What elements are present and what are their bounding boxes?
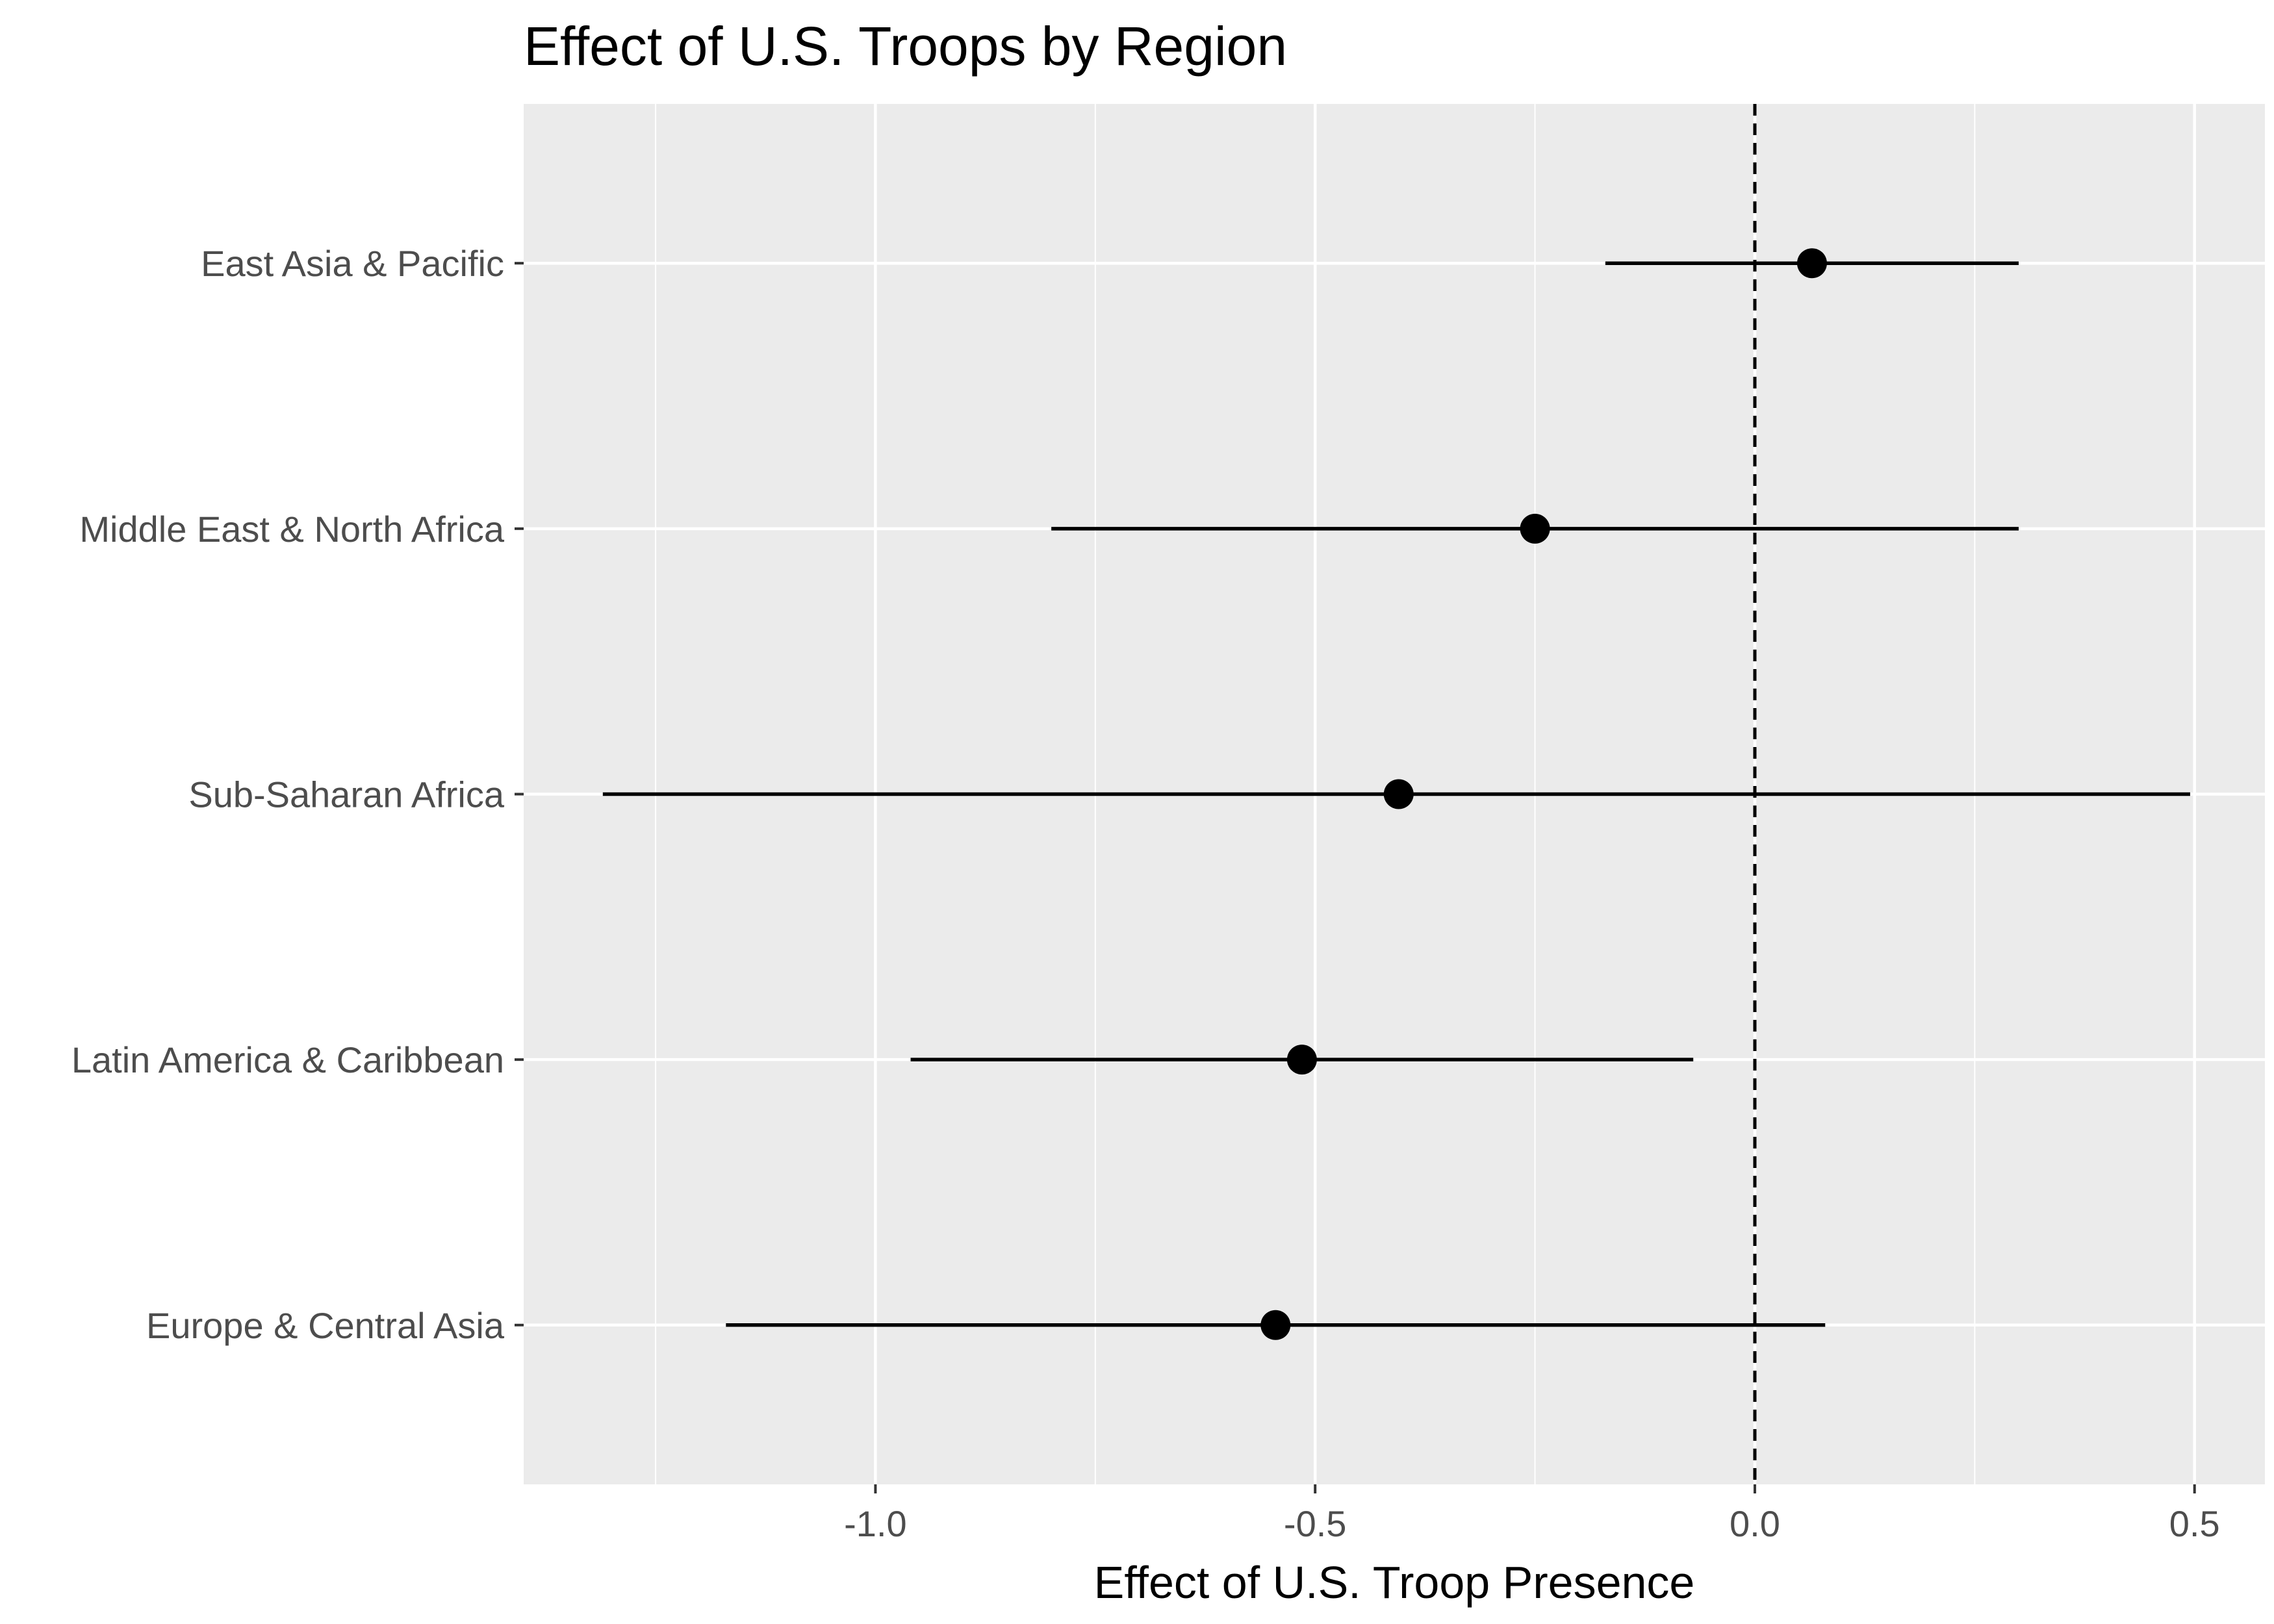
y-tick-label: East Asia & Pacific	[201, 243, 504, 284]
x-tick-label: -0.5	[1284, 1503, 1347, 1544]
estimate-point	[1520, 513, 1550, 544]
y-axis: East Asia & Pacific Middle East & North A…	[71, 243, 524, 1346]
x-tick-label: 0.5	[2169, 1503, 2220, 1544]
y-tick-label: Latin America & Caribbean	[71, 1039, 504, 1080]
estimate-point	[1796, 248, 1827, 279]
chart-title: Effect of U.S. Troops by Region	[524, 16, 1287, 77]
estimate-point	[1286, 1045, 1317, 1075]
y-tick-label: Europe & Central Asia	[146, 1305, 505, 1346]
estimate-point	[1383, 779, 1414, 809]
y-tick-label: Sub-Saharan Africa	[188, 774, 504, 815]
y-tick-label: Middle East & North Africa	[79, 509, 504, 550]
x-tick-label: -1.0	[844, 1503, 907, 1544]
x-axis: -1.0 -0.5 0.0 0.5	[844, 1484, 2220, 1544]
x-axis-title: Effect of U.S. Troop Presence	[1094, 1557, 1695, 1608]
estimate-points	[1260, 248, 1827, 1340]
x-tick-label: 0.0	[1730, 1503, 1780, 1544]
estimate-point	[1260, 1310, 1291, 1340]
